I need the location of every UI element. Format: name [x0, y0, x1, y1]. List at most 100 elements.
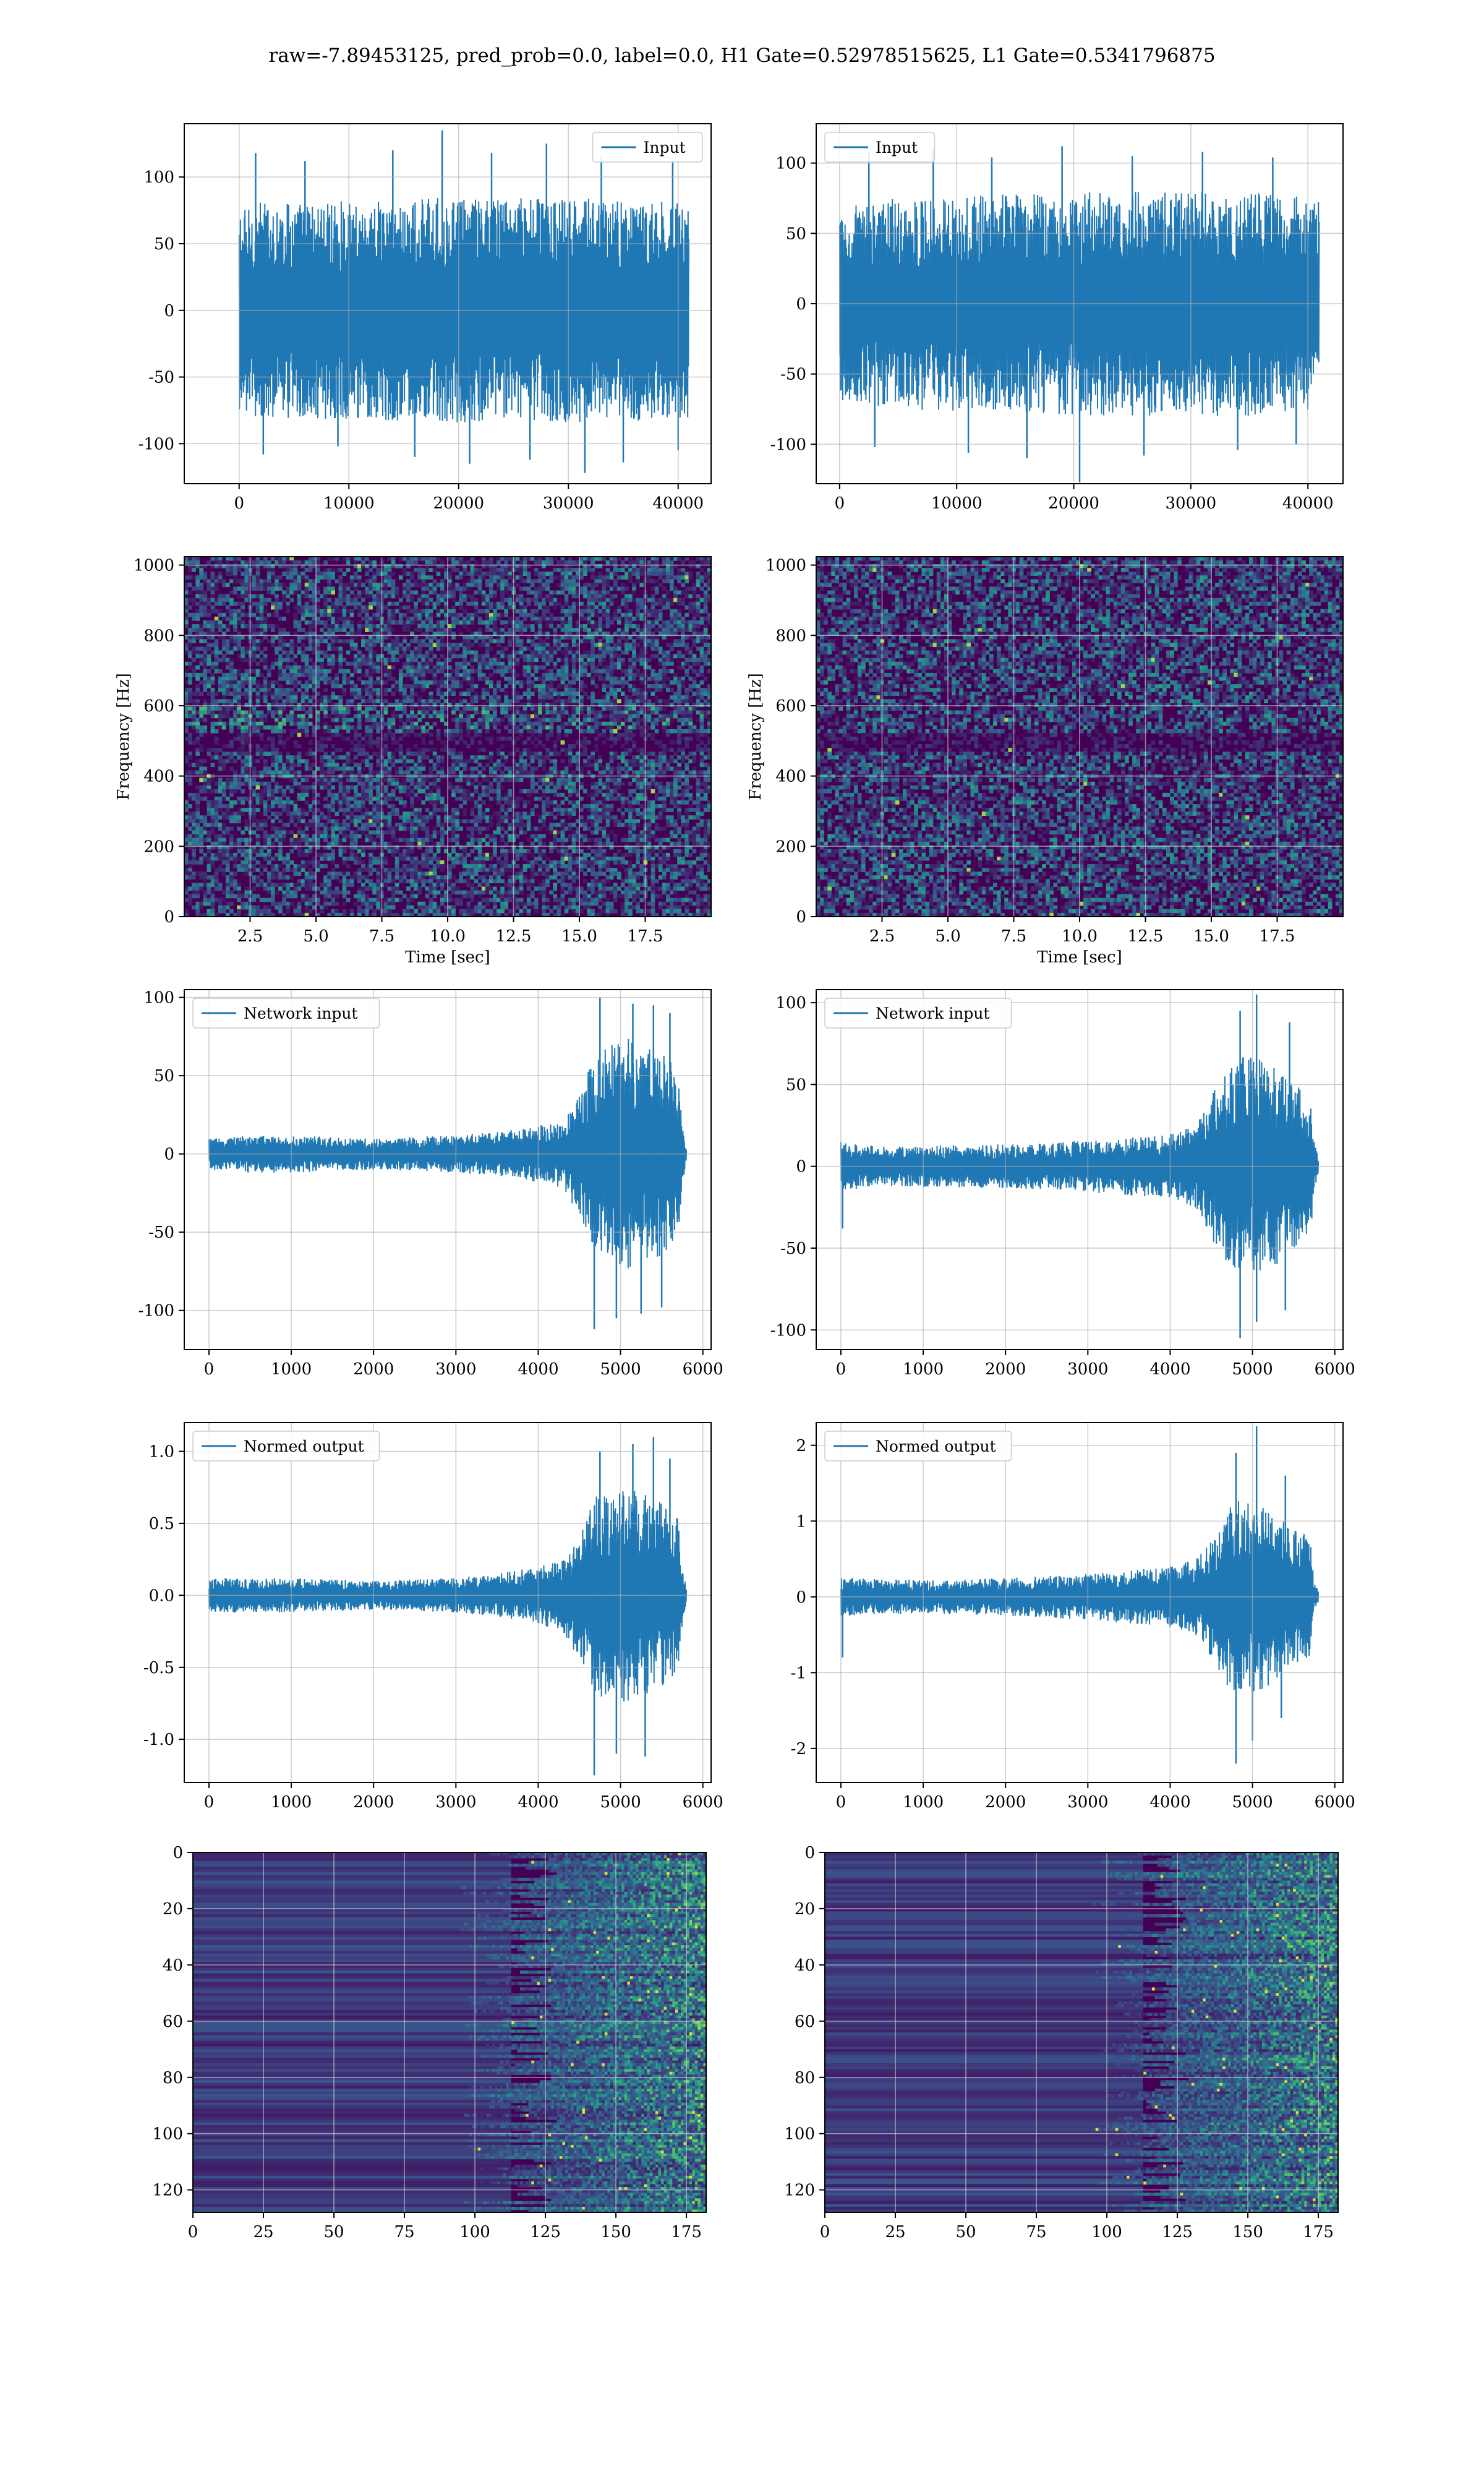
y-tick-label: 1.0 — [149, 1443, 174, 1462]
x-tick-label: 10.0 — [1062, 927, 1098, 946]
l1-network-input-frame — [816, 989, 1344, 1350]
h1-normed-output-panel: 0 1000 2000 3000 4000 5000 6000 -1.0 -0.5 0.0 0.5 1… — [143, 1422, 723, 1812]
y-tick-label: -1.0 — [143, 1731, 174, 1749]
y-tick-label: -50 — [780, 366, 806, 384]
h1-normed-output-frame — [184, 1422, 712, 1783]
y-tick-label: 50 — [786, 1076, 806, 1094]
x-tick-label: 6000 — [1315, 1793, 1355, 1812]
y-tick-label: -1 — [791, 1664, 806, 1682]
l1-network-input-panel: 0 1000 2000 3000 4000 5000 6000 -100 -50 0 50 100 Ne… — [770, 989, 1355, 1379]
y-tick-label: 100 — [784, 2125, 815, 2144]
x-tick-label: 1000 — [271, 1360, 312, 1379]
y-tick-label: 0 — [164, 302, 174, 320]
l1-input-panel: 0 10000 20000 30000 40000 -100 -50 0 50 100 Input — [770, 123, 1344, 513]
y-tick-label: 600 — [143, 697, 174, 716]
legend-label: Network input — [244, 1004, 357, 1022]
legend-label: Normed output — [244, 1437, 364, 1455]
x-tick-label: 125 — [1162, 2223, 1193, 2241]
y-tick-label: 0 — [796, 908, 806, 927]
x-tick-label: 3000 — [1067, 1793, 1108, 1812]
l1-normed-output-frame — [816, 1422, 1344, 1783]
h1-normed-output-series-line — [208, 1491, 688, 1701]
y-tick-label: 120 — [152, 2181, 183, 2200]
y-tick-label: 100 — [152, 2125, 183, 2144]
h1-feature-map-heatmap-cells — [193, 1852, 706, 2212]
l1-input-plot-area — [816, 124, 1343, 484]
h1-spectrogram-plot-area — [184, 557, 711, 917]
h1-spectrogram-grid — [184, 557, 711, 917]
x-tick-label: 0 — [234, 494, 244, 513]
y-tick-label: 80 — [795, 2069, 815, 2087]
h1-feature-map-panel: 0 25 50 75 100 125 150 175 0 20 40 60 80 100 120 — [152, 1844, 707, 2241]
l1-feature-map-plot-area — [825, 1852, 1338, 2212]
h1-network-input-plot-area — [184, 990, 711, 1350]
y-tick-label: -100 — [770, 1321, 806, 1340]
h1-input-panel: 0 10000 20000 30000 40000 -100 -50 0 50 100 Input — [139, 123, 712, 513]
legend-label: Network input — [876, 1004, 989, 1022]
x-tick-label: 12.5 — [496, 927, 532, 946]
y-tick-label: 0 — [796, 295, 806, 314]
y-tick-label: 0.0 — [149, 1586, 174, 1605]
x-tick-label: 0 — [188, 2223, 198, 2241]
l1-normed-output-series-line — [840, 1501, 1320, 1692]
legend-label: Normed output — [876, 1437, 996, 1455]
legend-box — [192, 998, 380, 1029]
l1-input-grid — [816, 124, 1343, 484]
h1-network-input-spikes — [593, 997, 671, 1330]
h1-normed-output-spikes — [593, 1437, 671, 1776]
y-tick-label: 40 — [795, 1956, 815, 1975]
x-tick-label: 125 — [530, 2223, 561, 2241]
legend-box — [824, 1431, 1012, 1462]
x-tick-label: 15.0 — [1193, 927, 1229, 946]
x-tick-label: 150 — [600, 2223, 631, 2241]
l1-network-input-plot-area — [816, 990, 1343, 1350]
y-tick-label: 800 — [143, 627, 174, 645]
l1-input-ticks: 0 10000 20000 30000 40000 -100 -50 0 50 100 — [770, 155, 1334, 513]
x-tick-label: 5.0 — [303, 927, 328, 946]
l1-feature-map-grid — [825, 1852, 1338, 2212]
h1-input-legend: Input — [592, 132, 703, 163]
x-tick-label: 6000 — [1315, 1360, 1355, 1379]
h1-spectrogram-x-axis-label: Time [sec] — [405, 948, 490, 967]
x-tick-label: 7.5 — [1001, 927, 1026, 946]
l1-feature-map-frame — [824, 1852, 1339, 2213]
y-tick-label: -0.5 — [143, 1659, 174, 1677]
x-tick-label: 100 — [459, 2223, 490, 2241]
h1-normed-output-ticks: 0 1000 2000 3000 4000 5000 6000 -1.0 -0.5 0.0 0.5 1… — [143, 1443, 723, 1812]
y-tick-label: 1000 — [765, 557, 806, 575]
l1-spectrogram-panel: 2.5 5.0 7.5 10.0 12.5 15.0 17.5 0 200 400 600 800 10… — [746, 556, 1344, 967]
y-tick-label: 0 — [164, 908, 174, 927]
h1-network-input-series-line — [208, 1038, 688, 1269]
h1-network-input-grid — [184, 990, 711, 1350]
x-tick-label: 17.5 — [628, 927, 663, 946]
l1-spectrogram-ticks: 2.5 5.0 7.5 10.0 12.5 15.0 17.5 0 200 400 600 800 10… — [765, 557, 1295, 946]
y-tick-label: 50 — [154, 1067, 174, 1085]
h1-spectrogram-ticks: 2.5 5.0 7.5 10.0 12.5 15.0 17.5 0 200 400 600 800 10… — [134, 557, 663, 946]
y-tick-label: 0 — [796, 1158, 806, 1176]
x-tick-label: 30000 — [543, 494, 594, 513]
y-tick-label: 0 — [173, 1844, 183, 1862]
x-tick-label: 4000 — [518, 1793, 558, 1812]
y-tick-label: 50 — [786, 225, 806, 243]
y-tick-label: 0 — [164, 1145, 174, 1164]
x-tick-label: 10000 — [323, 494, 375, 513]
x-tick-label: 20000 — [433, 494, 484, 513]
h1-input-frame — [184, 123, 712, 484]
l1-spectrogram-grid — [816, 557, 1343, 917]
x-tick-label: 175 — [671, 2223, 702, 2241]
y-tick-label: -100 — [139, 435, 174, 453]
legend-box — [824, 132, 936, 163]
x-tick-label: 4000 — [1149, 1360, 1190, 1379]
x-tick-label: 5.0 — [935, 927, 960, 946]
x-tick-label: 6000 — [683, 1360, 723, 1379]
x-tick-label: 30000 — [1166, 494, 1217, 513]
x-tick-label: 5000 — [1232, 1360, 1273, 1379]
y-tick-label: 60 — [163, 2013, 183, 2031]
l1-network-input-legend: Network input — [824, 998, 1012, 1029]
x-tick-label: 25 — [253, 2223, 273, 2241]
x-tick-label: 0 — [204, 1793, 215, 1812]
x-tick-label: 75 — [1026, 2223, 1046, 2241]
l1-spectrogram-x-axis-label: Time [sec] — [1037, 948, 1122, 967]
x-tick-label: 12.5 — [1128, 927, 1164, 946]
x-tick-label: 175 — [1303, 2223, 1334, 2241]
